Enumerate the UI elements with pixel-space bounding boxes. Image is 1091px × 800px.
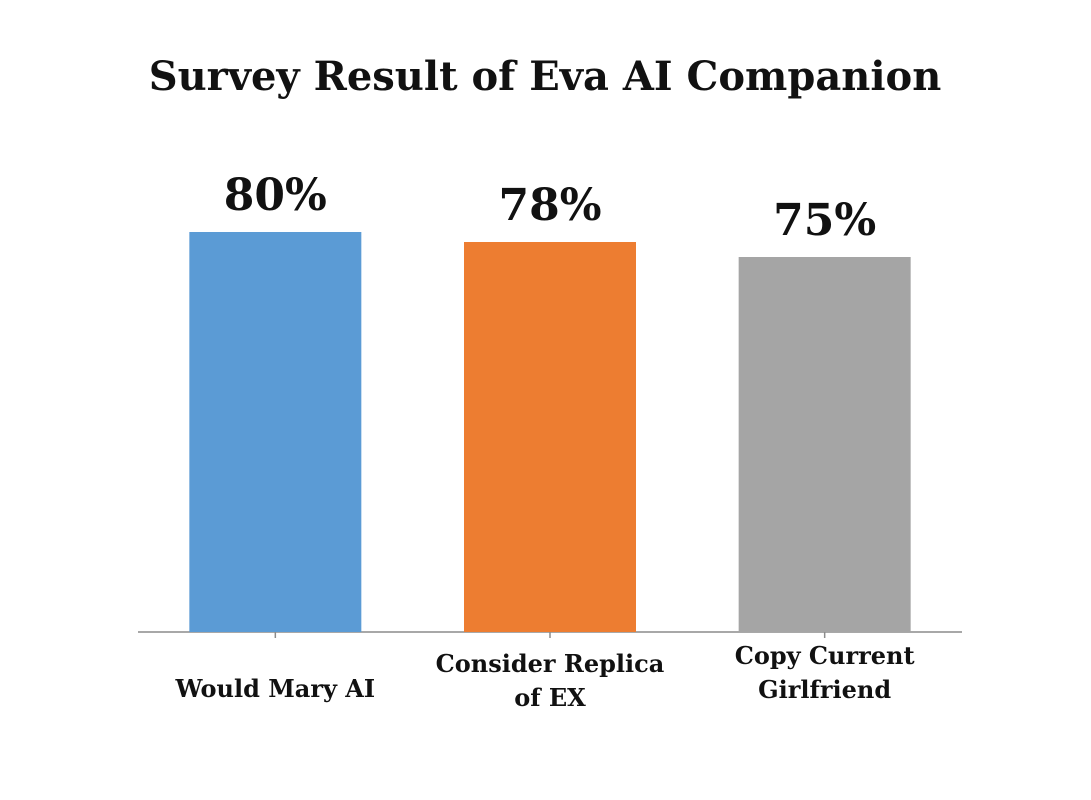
category-label-3: Copy Current Girlfriend	[735, 641, 915, 704]
bar-1	[189, 232, 362, 632]
category-label-1: Would Mary AI	[175, 674, 376, 703]
data-label-2: 78%	[498, 180, 601, 231]
bar-3	[738, 257, 911, 632]
data-label-3: 75%	[773, 195, 876, 246]
bar-2	[464, 242, 636, 632]
chart-title: Survey Result of Eva AI Companion	[149, 53, 942, 100]
plot-area: 80% Would Mary AI 78% Consider Replica of EX…	[138, 170, 962, 712]
category-label-2: Consider Replica of EX	[436, 649, 665, 712]
data-label-1: 80%	[224, 170, 327, 221]
